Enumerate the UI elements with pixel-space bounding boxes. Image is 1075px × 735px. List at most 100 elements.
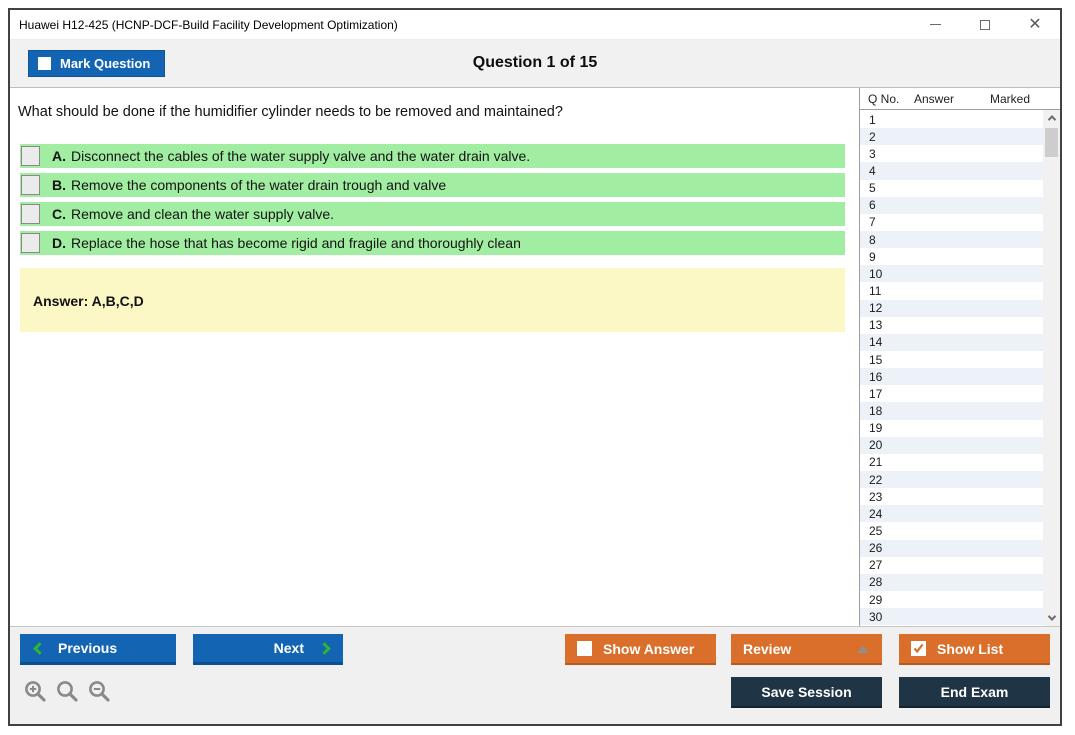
question-list-row[interactable]: 9	[860, 248, 1043, 266]
mark-question-button[interactable]: Mark Question	[28, 50, 166, 77]
question-number: 23	[869, 489, 883, 504]
answer-option[interactable]: B. Remove the components of the water dr…	[20, 173, 845, 197]
chevron-down-icon	[1047, 612, 1056, 621]
question-list-row[interactable]: 15	[860, 350, 1043, 369]
question-text: What should be done if the humidifier cy…	[18, 104, 563, 120]
question-list-row[interactable]: 29	[860, 590, 1043, 609]
question-number: 5	[869, 181, 876, 196]
end-exam-button[interactable]: End Exam	[899, 677, 1050, 708]
maximize-icon	[980, 19, 990, 30]
check-icon	[913, 643, 924, 654]
question-number: 6	[869, 198, 876, 213]
question-list-row[interactable]: 8	[860, 230, 1043, 249]
window-title: Huawei H12-425 (HCNP-DCF-Build Facility …	[19, 17, 398, 32]
answer-box: Answer: A,B,C,D	[20, 268, 845, 332]
close-button[interactable]: ✕	[1010, 10, 1060, 39]
chevron-right-icon	[318, 641, 331, 655]
mark-question-label: Mark Question	[60, 56, 151, 71]
option-checkbox[interactable]	[21, 233, 40, 253]
question-number: 4	[869, 163, 876, 178]
question-number: 27	[869, 558, 883, 573]
question-number: 28	[869, 575, 883, 590]
question-list: 1 2 3 4 5 6 7 8 9 10 11 12 13 14 15	[860, 110, 1060, 626]
scroll-down-button[interactable]	[1043, 610, 1060, 626]
save-session-label: Save Session	[761, 683, 852, 700]
scroll-up-button[interactable]	[1043, 110, 1060, 126]
question-number: 9	[869, 249, 876, 264]
scrollbar-thumb[interactable]	[1045, 128, 1058, 157]
question-list-row[interactable]: 1	[860, 111, 1043, 129]
options-list: A. Disconnect the cables of the water su…	[20, 144, 859, 255]
question-list-row[interactable]: 20	[860, 436, 1043, 454]
question-list-row[interactable]: 28	[860, 573, 1043, 591]
question-list-row[interactable]: 6	[860, 196, 1043, 214]
option-text: Replace the hose that has become rigid a…	[71, 235, 521, 251]
show-list-checkbox	[911, 641, 926, 656]
option-text: Remove the components of the water drain…	[71, 177, 447, 193]
save-session-button[interactable]: Save Session	[731, 677, 882, 708]
question-list-row[interactable]: 13	[860, 316, 1043, 334]
content-area: What should be done if the humidifier cy…	[10, 88, 1060, 626]
question-list-row[interactable]: 21	[860, 453, 1043, 471]
question-list-row[interactable]: 19	[860, 419, 1043, 437]
question-number: 21	[869, 455, 883, 470]
zoom-in-button[interactable]	[23, 679, 48, 704]
question-list-row[interactable]: 11	[860, 282, 1043, 300]
triangle-up-icon	[857, 646, 869, 653]
question-number: 30	[869, 609, 883, 624]
column-marked: Marked	[990, 91, 1031, 106]
column-answer: Answer	[914, 91, 955, 106]
question-list-row[interactable]: 5	[860, 179, 1043, 197]
option-checkbox[interactable]	[21, 175, 40, 195]
question-list-row[interactable]: 30	[860, 608, 1043, 626]
question-list-row[interactable]: 17	[860, 385, 1043, 403]
question-number: 1	[869, 112, 876, 127]
question-list-row[interactable]: 26	[860, 539, 1043, 557]
minimize-icon	[929, 24, 941, 25]
review-dropdown-button[interactable]: Review	[731, 634, 882, 665]
footer-bar: Previous Next Show Answer Review Show Li…	[10, 626, 1060, 724]
option-checkbox[interactable]	[21, 204, 40, 224]
option-checkbox[interactable]	[21, 146, 40, 166]
question-list-row[interactable]: 16	[860, 368, 1043, 386]
next-button[interactable]: Next	[193, 634, 343, 665]
maximize-button[interactable]	[960, 10, 1010, 39]
question-list-row[interactable]: 7	[860, 213, 1043, 231]
question-list-row[interactable]: 4	[860, 162, 1043, 180]
question-list-row[interactable]: 2	[860, 128, 1043, 146]
option-text: Remove and clean the water supply valve.	[71, 206, 335, 222]
zoom-normal-button[interactable]	[55, 679, 80, 704]
minimize-button[interactable]	[910, 10, 960, 39]
close-icon: ✕	[1028, 15, 1042, 33]
question-list-row[interactable]: 27	[860, 556, 1043, 574]
zoom-out-button[interactable]	[87, 679, 112, 704]
exam-player-window: Huawei H12-425 (HCNP-DCF-Build Facility …	[8, 8, 1062, 726]
show-answer-button[interactable]: Show Answer	[565, 634, 716, 665]
question-number: 14	[869, 335, 883, 350]
question-list-row[interactable]: 18	[860, 402, 1043, 420]
question-list-row[interactable]: 22	[860, 470, 1043, 489]
titlebar: Huawei H12-425 (HCNP-DCF-Build Facility …	[10, 10, 1060, 40]
question-list-row[interactable]: 3	[860, 145, 1043, 163]
question-list-header: Q No. Answer Marked	[860, 88, 1060, 110]
previous-label: Previous	[58, 640, 118, 656]
question-list-row[interactable]: 25	[860, 522, 1043, 540]
answer-option[interactable]: D. Replace the hose that has become rigi…	[20, 231, 845, 255]
scrollbar-track[interactable]	[1043, 110, 1060, 626]
question-list-row[interactable]: 24	[860, 505, 1043, 523]
question-list-row[interactable]: 12	[860, 299, 1043, 317]
answer-option[interactable]: C. Remove and clean the water supply val…	[20, 202, 845, 226]
question-list-row[interactable]: 23	[860, 488, 1043, 506]
show-list-label: Show List	[937, 640, 1004, 657]
show-list-button[interactable]: Show List	[899, 634, 1050, 665]
option-letter: C.	[52, 206, 66, 222]
question-number: 18	[869, 403, 883, 418]
toolbar: Mark Question Question 1 of 15	[10, 40, 1060, 88]
window-controls: ✕	[910, 10, 1060, 39]
previous-button[interactable]: Previous	[20, 634, 176, 665]
question-rows: 1 2 3 4 5 6 7 8 9 10 11 12 13 14 15	[860, 111, 1043, 626]
question-area: What should be done if the humidifier cy…	[10, 88, 859, 626]
question-list-row[interactable]: 14	[860, 333, 1043, 351]
answer-option[interactable]: A. Disconnect the cables of the water su…	[20, 144, 845, 168]
question-list-row[interactable]: 10	[860, 265, 1043, 283]
